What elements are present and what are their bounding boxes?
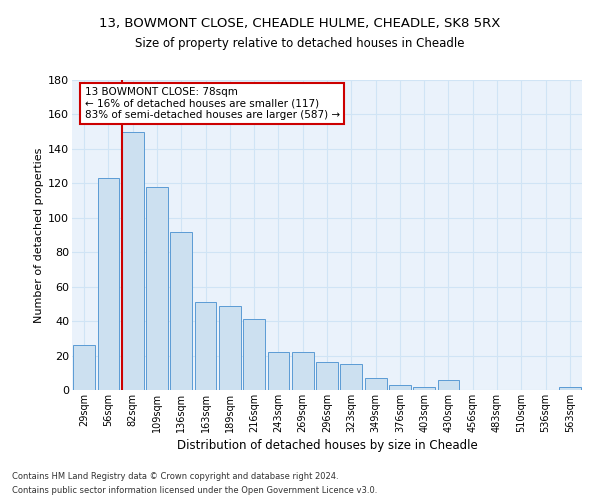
- Bar: [146, 187, 168, 390]
- Bar: [194, 302, 217, 390]
- Bar: [365, 378, 386, 390]
- Bar: [389, 385, 411, 390]
- Text: Size of property relative to detached houses in Cheadle: Size of property relative to detached ho…: [135, 38, 465, 51]
- Bar: [316, 362, 338, 390]
- Bar: [97, 178, 119, 390]
- Bar: [268, 352, 289, 390]
- Text: Contains HM Land Registry data © Crown copyright and database right 2024.: Contains HM Land Registry data © Crown c…: [12, 472, 338, 481]
- Bar: [243, 320, 265, 390]
- Bar: [170, 232, 192, 390]
- Text: 13 BOWMONT CLOSE: 78sqm
← 16% of detached houses are smaller (117)
83% of semi-d: 13 BOWMONT CLOSE: 78sqm ← 16% of detache…: [85, 87, 340, 120]
- Text: 13, BOWMONT CLOSE, CHEADLE HULME, CHEADLE, SK8 5RX: 13, BOWMONT CLOSE, CHEADLE HULME, CHEADL…: [100, 18, 500, 30]
- Bar: [413, 386, 435, 390]
- Bar: [219, 306, 241, 390]
- Bar: [437, 380, 460, 390]
- Bar: [559, 386, 581, 390]
- Bar: [122, 132, 143, 390]
- Text: Contains public sector information licensed under the Open Government Licence v3: Contains public sector information licen…: [12, 486, 377, 495]
- Bar: [292, 352, 314, 390]
- Bar: [340, 364, 362, 390]
- Bar: [73, 345, 95, 390]
- X-axis label: Distribution of detached houses by size in Cheadle: Distribution of detached houses by size …: [176, 439, 478, 452]
- Y-axis label: Number of detached properties: Number of detached properties: [34, 148, 44, 322]
